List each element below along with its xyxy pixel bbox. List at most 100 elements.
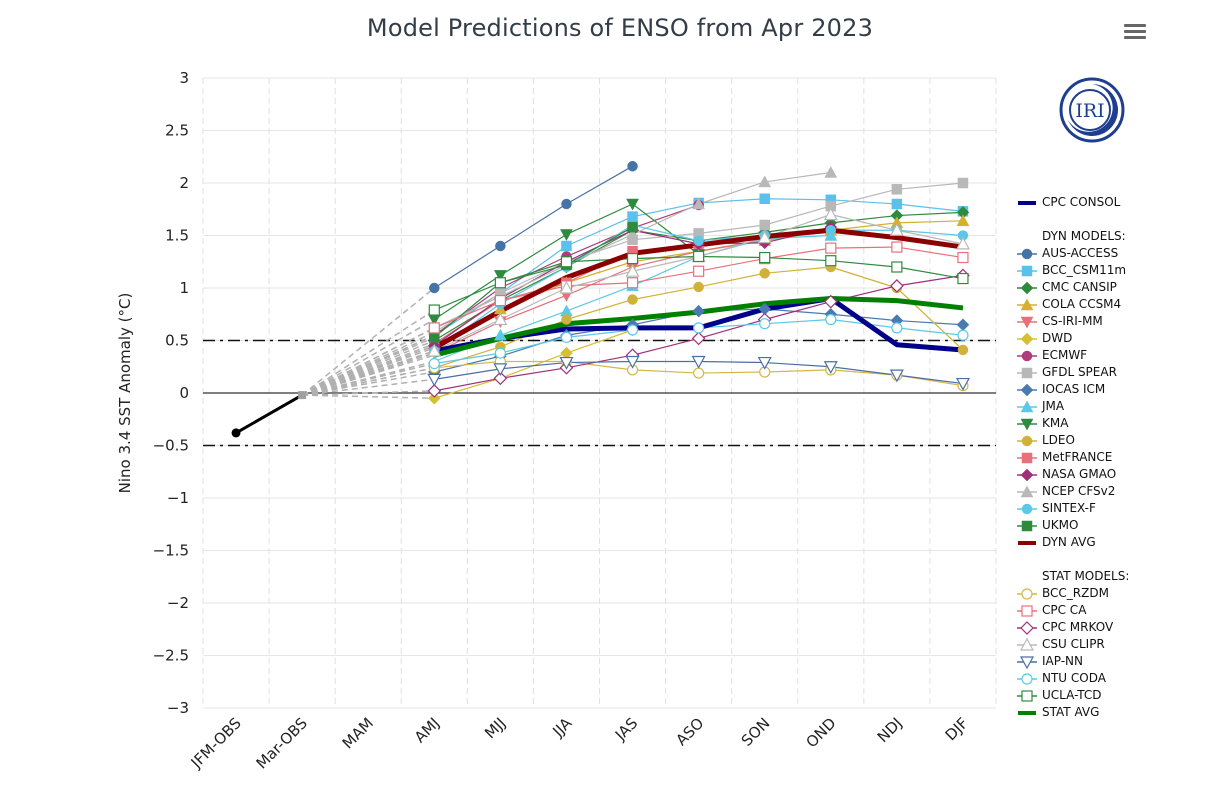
legend-symbol (1018, 710, 1036, 715)
legend-item-dyn-avg[interactable]: DYN AVG (1016, 534, 1216, 551)
legend-item-bcc-rzdm[interactable]: BCC_RZDM (1016, 585, 1216, 602)
legend-marker (1021, 265, 1033, 276)
data-point (560, 256, 573, 268)
legend-item-cmc-cansip[interactable]: CMC CANSIP (1016, 279, 1216, 296)
legend-item-gfdl-spear[interactable]: GFDL SPEAR (1016, 364, 1216, 381)
data-point (957, 272, 969, 285)
legend-item-ncep-cfsv2[interactable]: NCEP CFSv2 (1016, 483, 1216, 500)
legend-item-iap-nn[interactable]: IAP-NN (1016, 653, 1216, 670)
legend-item-cpc-mrkov[interactable]: CPC MRKOV (1016, 619, 1216, 636)
legend-item-cs-iri-mm[interactable]: CS-IRI-MM (1016, 313, 1216, 330)
data-point (693, 235, 704, 246)
legend-item-nasa-gmao[interactable]: NASA GMAO (1016, 466, 1216, 483)
data-point (625, 355, 640, 369)
legend-label: KMA (1042, 416, 1069, 430)
legend-symbol (1017, 383, 1037, 396)
legend-symbol (1017, 435, 1037, 446)
data-point (427, 343, 442, 357)
legend-label: JMA (1042, 399, 1065, 413)
legend-label: AUS-ACCESS (1042, 246, 1119, 260)
x-tick-label: DJF (942, 714, 972, 744)
legend-item-cpc-ca[interactable]: CPC CA (1016, 602, 1216, 619)
legend-label: UKMO (1042, 518, 1079, 532)
legend-item-iocas-icm[interactable]: IOCAS ICM (1016, 381, 1216, 398)
data-point (759, 318, 771, 330)
data-point (626, 324, 639, 336)
data-point (759, 268, 770, 279)
x-tick-label: JAS (611, 714, 641, 744)
legend-label: CPC MRKOV (1042, 620, 1114, 634)
data-point (428, 304, 440, 316)
y-tick-label: 1 (179, 279, 189, 297)
legend-marker (1020, 332, 1034, 345)
legend-item-kma[interactable]: KMA (1016, 415, 1216, 432)
series-line-aus-access (433, 165, 633, 289)
legend-item-cola-ccsm4[interactable]: COLA CCSM4 (1016, 296, 1216, 313)
data-point (429, 282, 440, 294)
transition-line (301, 318, 435, 396)
data-point (493, 312, 508, 326)
legend-marker (1021, 248, 1033, 259)
data-point (823, 361, 838, 375)
data-point (560, 331, 573, 343)
legend-item-ucla-tcd[interactable]: UCLA-TCD (1016, 687, 1216, 704)
legend-item-ecmwf[interactable]: ECMWF (1016, 347, 1216, 364)
data-point (891, 322, 903, 334)
data-point (493, 363, 508, 377)
legend-symbol (1018, 540, 1036, 545)
x-tick-label: ASO (672, 714, 707, 749)
data-point (626, 277, 639, 289)
legend-marker (1021, 435, 1033, 446)
data-point (891, 261, 903, 273)
legend-item-jma[interactable]: JMA (1016, 398, 1216, 415)
legend-marker (1020, 620, 1034, 635)
legend-item-stat-avg[interactable]: STAT AVG (1016, 704, 1216, 721)
legend-item-aus-access[interactable]: AUS-ACCESS (1016, 245, 1216, 262)
legend-marker (1021, 503, 1033, 514)
data-point (494, 277, 506, 289)
reference-lines (203, 339, 996, 447)
data-point (692, 197, 706, 210)
hamburger-menu-icon[interactable] (1124, 24, 1146, 42)
series-markers (231, 160, 970, 438)
legend-marker (1021, 689, 1033, 702)
y-tick-label: −2 (167, 594, 189, 612)
legend-item-dwd[interactable]: DWD (1016, 330, 1216, 347)
legend-label: CMC CANSIP (1042, 280, 1117, 294)
data-point (560, 229, 573, 241)
data-point (493, 270, 507, 282)
legend-symbol (1017, 367, 1037, 378)
legend-label: MetFRANCE (1042, 450, 1113, 464)
data-point (825, 225, 837, 236)
legend-item-ldeo[interactable]: LDEO (1016, 432, 1216, 449)
x-tick-label: JFM-OBS (187, 714, 245, 772)
legend-spacer (1016, 551, 1216, 568)
legend-item-cpc-consol[interactable]: CPC CONSOL (1016, 194, 1216, 211)
transition-line (302, 378, 435, 396)
legend-item-metfrance[interactable]: MetFRANCE (1016, 449, 1216, 466)
data-point (889, 369, 904, 383)
legend-item-bcc-csm11m[interactable]: BCC_CSM11m (1016, 262, 1216, 279)
transition-line (301, 327, 435, 396)
legend-label: IOCAS ICM (1042, 382, 1106, 396)
data-point (626, 253, 639, 265)
y-tick-label: 2 (179, 174, 189, 192)
transition-line (302, 394, 435, 399)
legend-label: NCEP CFSv2 (1042, 484, 1116, 498)
legend-spacer (1016, 211, 1216, 228)
iri-logo: IRI (1059, 77, 1125, 143)
legend-marker (1020, 281, 1034, 294)
data-point (825, 255, 837, 267)
data-point (891, 241, 903, 253)
legend-marker (1021, 452, 1033, 463)
x-axis: JFM-OBS Mar-OBS MAM AMJ MJJ JJA JAS ASO SON OND ND… (187, 714, 972, 773)
series-line-ukmo (433, 226, 633, 338)
y-tick-label: 1.5 (165, 227, 189, 245)
legend-item-ntu-coda[interactable]: NTU CODA (1016, 670, 1216, 687)
x-tick-label: AMJ (411, 714, 443, 746)
legend-item-csu-clipr[interactable]: CSU CLIPR (1016, 636, 1216, 653)
legend-item-ukmo[interactable]: UKMO (1016, 517, 1216, 534)
legend-label: NTU CODA (1042, 671, 1106, 685)
legend-item-sintex-f[interactable]: SINTEX-F (1016, 500, 1216, 517)
